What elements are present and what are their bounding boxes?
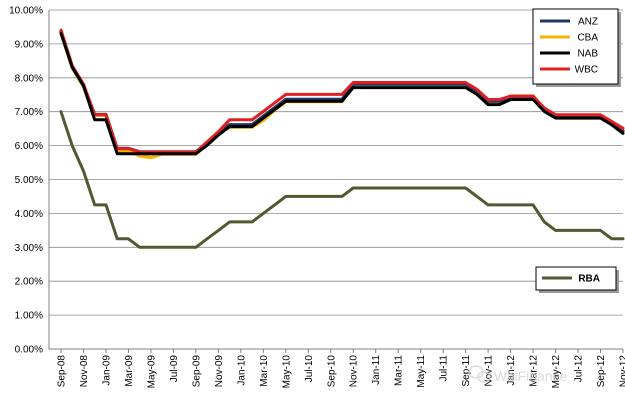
- legend-rba: RBA: [535, 266, 619, 293]
- legend-label-rba: RBA: [578, 274, 600, 285]
- x-tick-label: Nov-10: [349, 355, 360, 388]
- y-tick-label: 2.00%: [15, 277, 43, 288]
- x-tick-label: Sep-10: [326, 355, 337, 388]
- x-tick-label: Jan-12: [506, 355, 517, 386]
- x-tick-label: Nov-08: [79, 355, 90, 388]
- x-tick-label: May-12: [551, 355, 562, 389]
- series-line-wbc: [59, 28, 625, 154]
- x-tick-label: Nov-09: [214, 355, 225, 388]
- series-lines: [59, 28, 625, 249]
- axes: [48, 10, 624, 353]
- legend-label-wbc: WBC: [575, 65, 598, 76]
- y-tick-label: 6.00%: [15, 141, 43, 152]
- x-tick-label: Sep-08: [57, 355, 68, 388]
- y-tick-label: 10.00%: [9, 6, 43, 17]
- x-tick-label: Jul-10: [304, 355, 315, 383]
- y-tick-label: 9.00%: [15, 39, 43, 50]
- x-tick-labels: Sep-08 Nov-08 Jan-09 Mar-09 May-09 Jul-09 Sep-…: [57, 355, 625, 389]
- y-tick-label: 0.00%: [15, 345, 43, 356]
- x-tick-label: May-11: [416, 355, 427, 388]
- series-line-rba: [59, 110, 625, 249]
- x-tick-label: Nov-12: [619, 355, 625, 388]
- legend-label-nab: NAB: [577, 49, 598, 60]
- y-tick-labels: 0.00% 1.00% 2.00% 3.00% 4.00% 5.00% 6.00% 7.00%…: [9, 6, 43, 356]
- x-tick-label: Jul-11: [439, 355, 450, 382]
- x-tick-label: Sep-12: [596, 355, 607, 388]
- y-tick-label: 5.00%: [15, 175, 43, 186]
- x-tick-label: Mar-10: [259, 355, 270, 387]
- legend-rba-box: [535, 266, 617, 291]
- x-tick-label: Jan-10: [236, 355, 247, 386]
- legend-label-cba: CBA: [577, 33, 598, 44]
- x-tick-label: Sep-11: [461, 355, 472, 387]
- wechat-icon: [468, 365, 491, 383]
- y-tick-label: 4.00%: [15, 209, 43, 220]
- x-tick-label: Mar-12: [529, 355, 540, 387]
- x-tick-label: Mar-09: [124, 355, 135, 387]
- y-tick-label: 3.00%: [15, 243, 43, 254]
- y-tick-label: 1.00%: [15, 311, 43, 322]
- y-tick-label: 8.00%: [15, 73, 43, 84]
- x-tick-label: May-10: [281, 355, 292, 389]
- legend-label-anz: ANZ: [578, 17, 598, 28]
- x-tick-label: Jul-09: [169, 355, 180, 383]
- x-tick-label: Sep-09: [191, 355, 202, 388]
- x-tick-label: Mar-11: [394, 355, 405, 386]
- x-tick-label: Jan-09: [101, 355, 112, 386]
- x-tick-label: Jul-12: [574, 355, 585, 383]
- watermark-text: WalFinance: [494, 368, 568, 384]
- x-tick-label: Jan-11: [371, 355, 382, 385]
- legend-banks: ANZ CBA NAB WBC: [532, 8, 621, 87]
- x-tick-label: May-09: [146, 355, 157, 389]
- watermark: WalFinance: [468, 365, 568, 384]
- y-tick-label: 7.00%: [15, 107, 43, 118]
- series-line-nab: [59, 31, 625, 156]
- x-tick-label: Nov-11: [484, 355, 495, 387]
